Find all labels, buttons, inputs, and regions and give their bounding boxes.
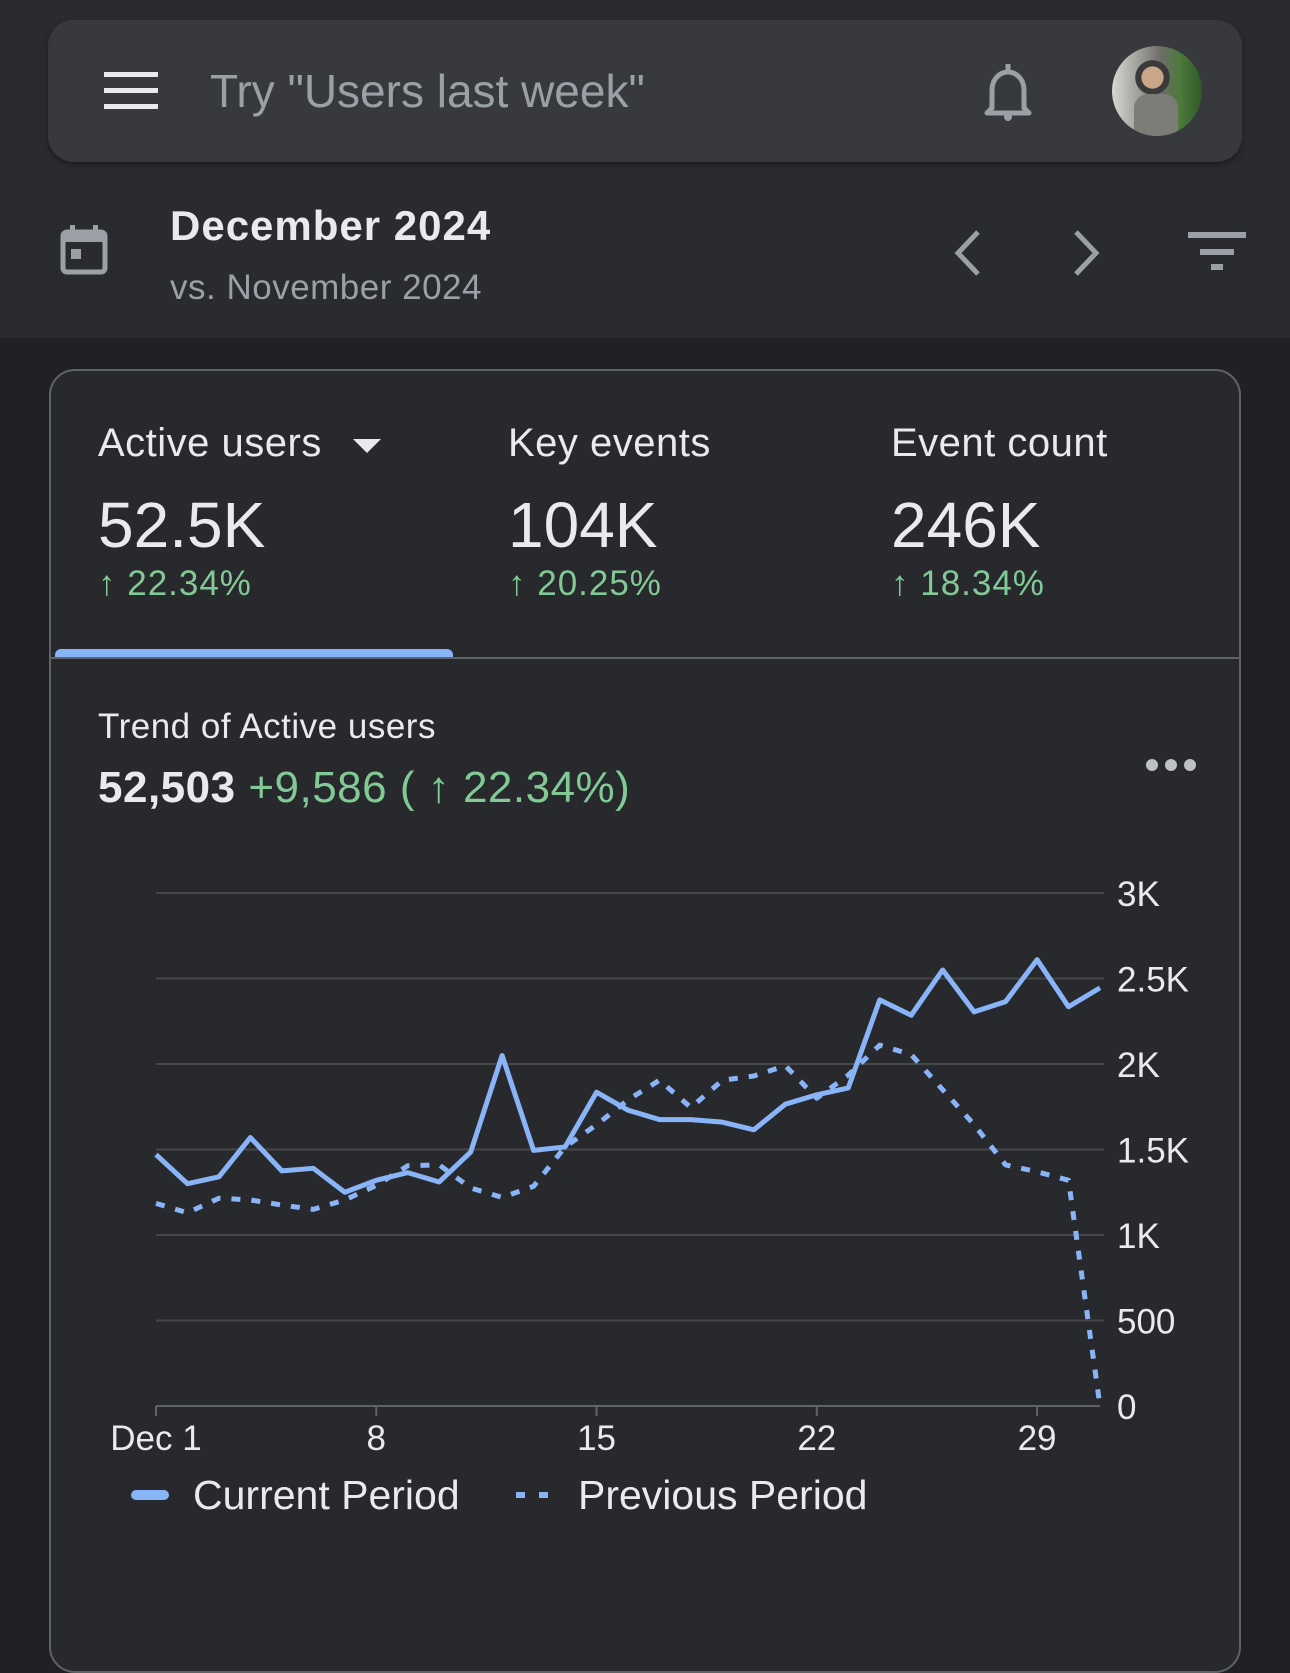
filter-icon[interactable] xyxy=(1188,232,1248,272)
trend-total: 52,503 xyxy=(98,763,236,812)
series-line-current-period xyxy=(156,960,1100,1193)
dropdown-arrow-icon[interactable] xyxy=(351,436,383,456)
series-line-previous-period xyxy=(156,1045,1100,1406)
chevron-right-icon[interactable] xyxy=(1070,228,1104,278)
metric-change: ↑ 22.34% xyxy=(98,564,383,604)
y-tick-label: 2K xyxy=(1117,1046,1160,1085)
trend-delta: +9,586 ( ↑ 22.34%) xyxy=(248,763,630,812)
x-tick-label: 29 xyxy=(1018,1419,1057,1458)
x-tick-label: 15 xyxy=(577,1419,616,1458)
metric-value: 52.5K xyxy=(98,488,383,562)
x-tick-label: 8 xyxy=(367,1419,386,1458)
top-area: Try "Users last week" December 2024 vs. … xyxy=(0,0,1290,338)
y-tick-label: 0 xyxy=(1117,1388,1136,1427)
metric-change: ↑ 20.25% xyxy=(508,564,711,604)
metric-label: Key events xyxy=(508,421,711,466)
y-tick-label: 2.5K xyxy=(1117,961,1189,1000)
y-tick-label: 1.5K xyxy=(1117,1132,1189,1171)
x-tick-label: Dec 1 xyxy=(110,1419,201,1458)
avatar[interactable] xyxy=(1112,46,1202,136)
metric-value: 104K xyxy=(508,488,711,562)
metric-value: 246K xyxy=(891,488,1108,562)
bell-icon[interactable] xyxy=(980,60,1036,124)
metric-tab-active-users[interactable]: Active users 52.5K ↑ 22.34% xyxy=(98,421,383,604)
more-options-icon[interactable] xyxy=(1145,757,1197,773)
divider xyxy=(51,657,1239,659)
metric-tab-key-events[interactable]: Key events 104K ↑ 20.25% xyxy=(508,421,711,604)
metric-change: ↑ 18.34% xyxy=(891,564,1108,604)
trend-title: Trend of Active users xyxy=(98,707,436,747)
calendar-icon[interactable] xyxy=(60,224,108,276)
y-tick-label: 500 xyxy=(1117,1303,1175,1342)
metric-label: Active users xyxy=(98,421,322,465)
x-tick-label: 22 xyxy=(797,1419,836,1458)
y-tick-label: 1K xyxy=(1117,1217,1160,1256)
menu-icon[interactable] xyxy=(104,72,160,110)
search-placeholder[interactable]: Try "Users last week" xyxy=(210,64,645,118)
trend-summary: 52,503 +9,586 ( ↑ 22.34%) xyxy=(98,763,630,813)
date-range-title[interactable]: December 2024 xyxy=(170,202,491,250)
legend-label: Previous Period xyxy=(578,1472,867,1518)
chevron-left-icon[interactable] xyxy=(950,228,984,278)
metric-tab-event-count[interactable]: Event count 246K ↑ 18.34% xyxy=(891,421,1108,604)
legend-label: Current Period xyxy=(193,1472,460,1518)
y-tick-label: 3K xyxy=(1117,875,1160,914)
metric-label: Event count xyxy=(891,421,1108,466)
active-users-chart: 0 500 1K 1.5K 2K 2.5K 3K Dec 1 8 15 22 29 Current Pe… xyxy=(0,840,1290,1538)
search-bar[interactable]: Try "Users last week" xyxy=(48,20,1242,162)
comparison-range[interactable]: vs. November 2024 xyxy=(170,268,482,308)
